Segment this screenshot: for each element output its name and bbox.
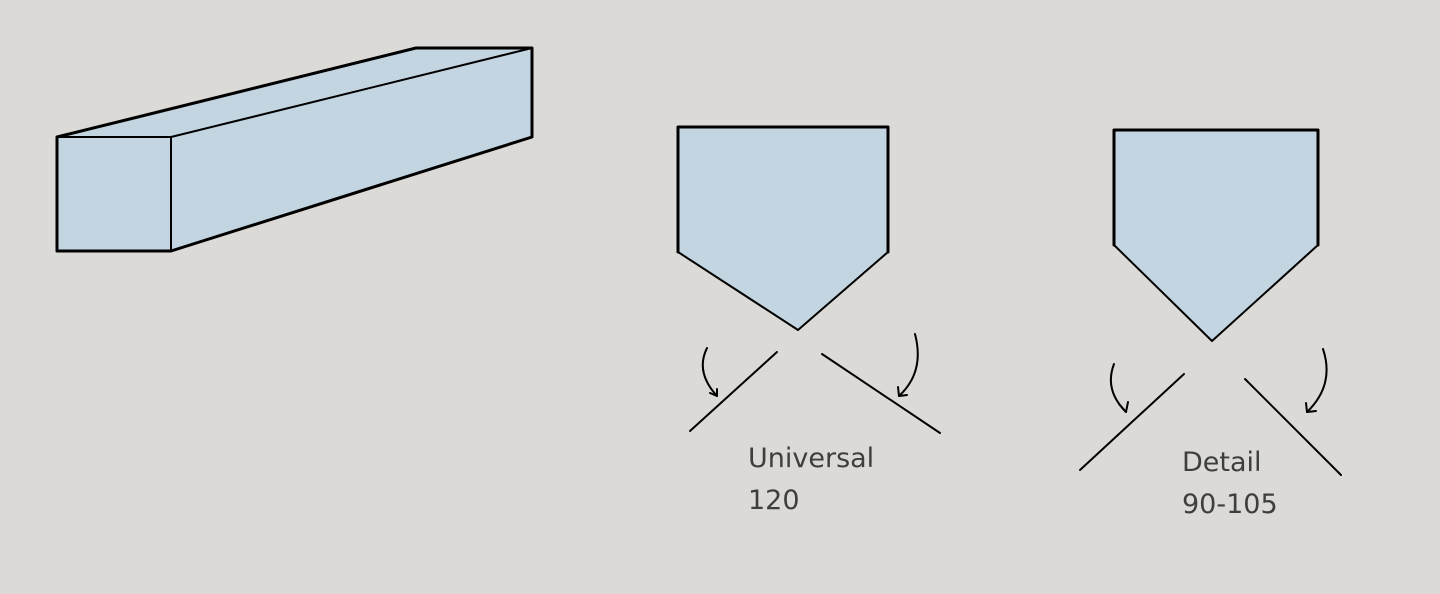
universal-blade-outline (676, 125, 890, 254)
bar-outline (55, 46, 534, 253)
detail-blade-tip (1113, 244, 1319, 342)
detail-left-arrow-icon (1110, 363, 1129, 413)
detail-blade-shape (1114, 130, 1318, 341)
bar-top-face (57, 48, 532, 137)
universal-name-label: Universal (748, 443, 874, 474)
bar-side-face (171, 48, 532, 251)
detail-left-line (1079, 373, 1185, 471)
detail-name-label: Detail (1182, 447, 1262, 478)
bar-front-face (57, 137, 171, 251)
bar-3d (55, 46, 534, 253)
universal-right-line (821, 353, 941, 434)
universal-angle-label: 120 (748, 485, 800, 516)
universal-blade-shape (678, 127, 888, 330)
universal-left-line (689, 351, 778, 432)
universal-left-arrow-icon (701, 347, 718, 397)
detail-angle-label: 90-105 (1182, 489, 1278, 520)
detail-right-arrow-icon (1305, 348, 1328, 413)
detail-blade-outline (1112, 128, 1320, 247)
detail-right-line (1244, 378, 1342, 476)
universal-right-arrow-icon (897, 333, 919, 397)
universal-blade-tip (677, 251, 889, 331)
profile-universal: Universal 120 (676, 125, 941, 516)
profile-detail: Detail 90-105 (1079, 128, 1342, 520)
